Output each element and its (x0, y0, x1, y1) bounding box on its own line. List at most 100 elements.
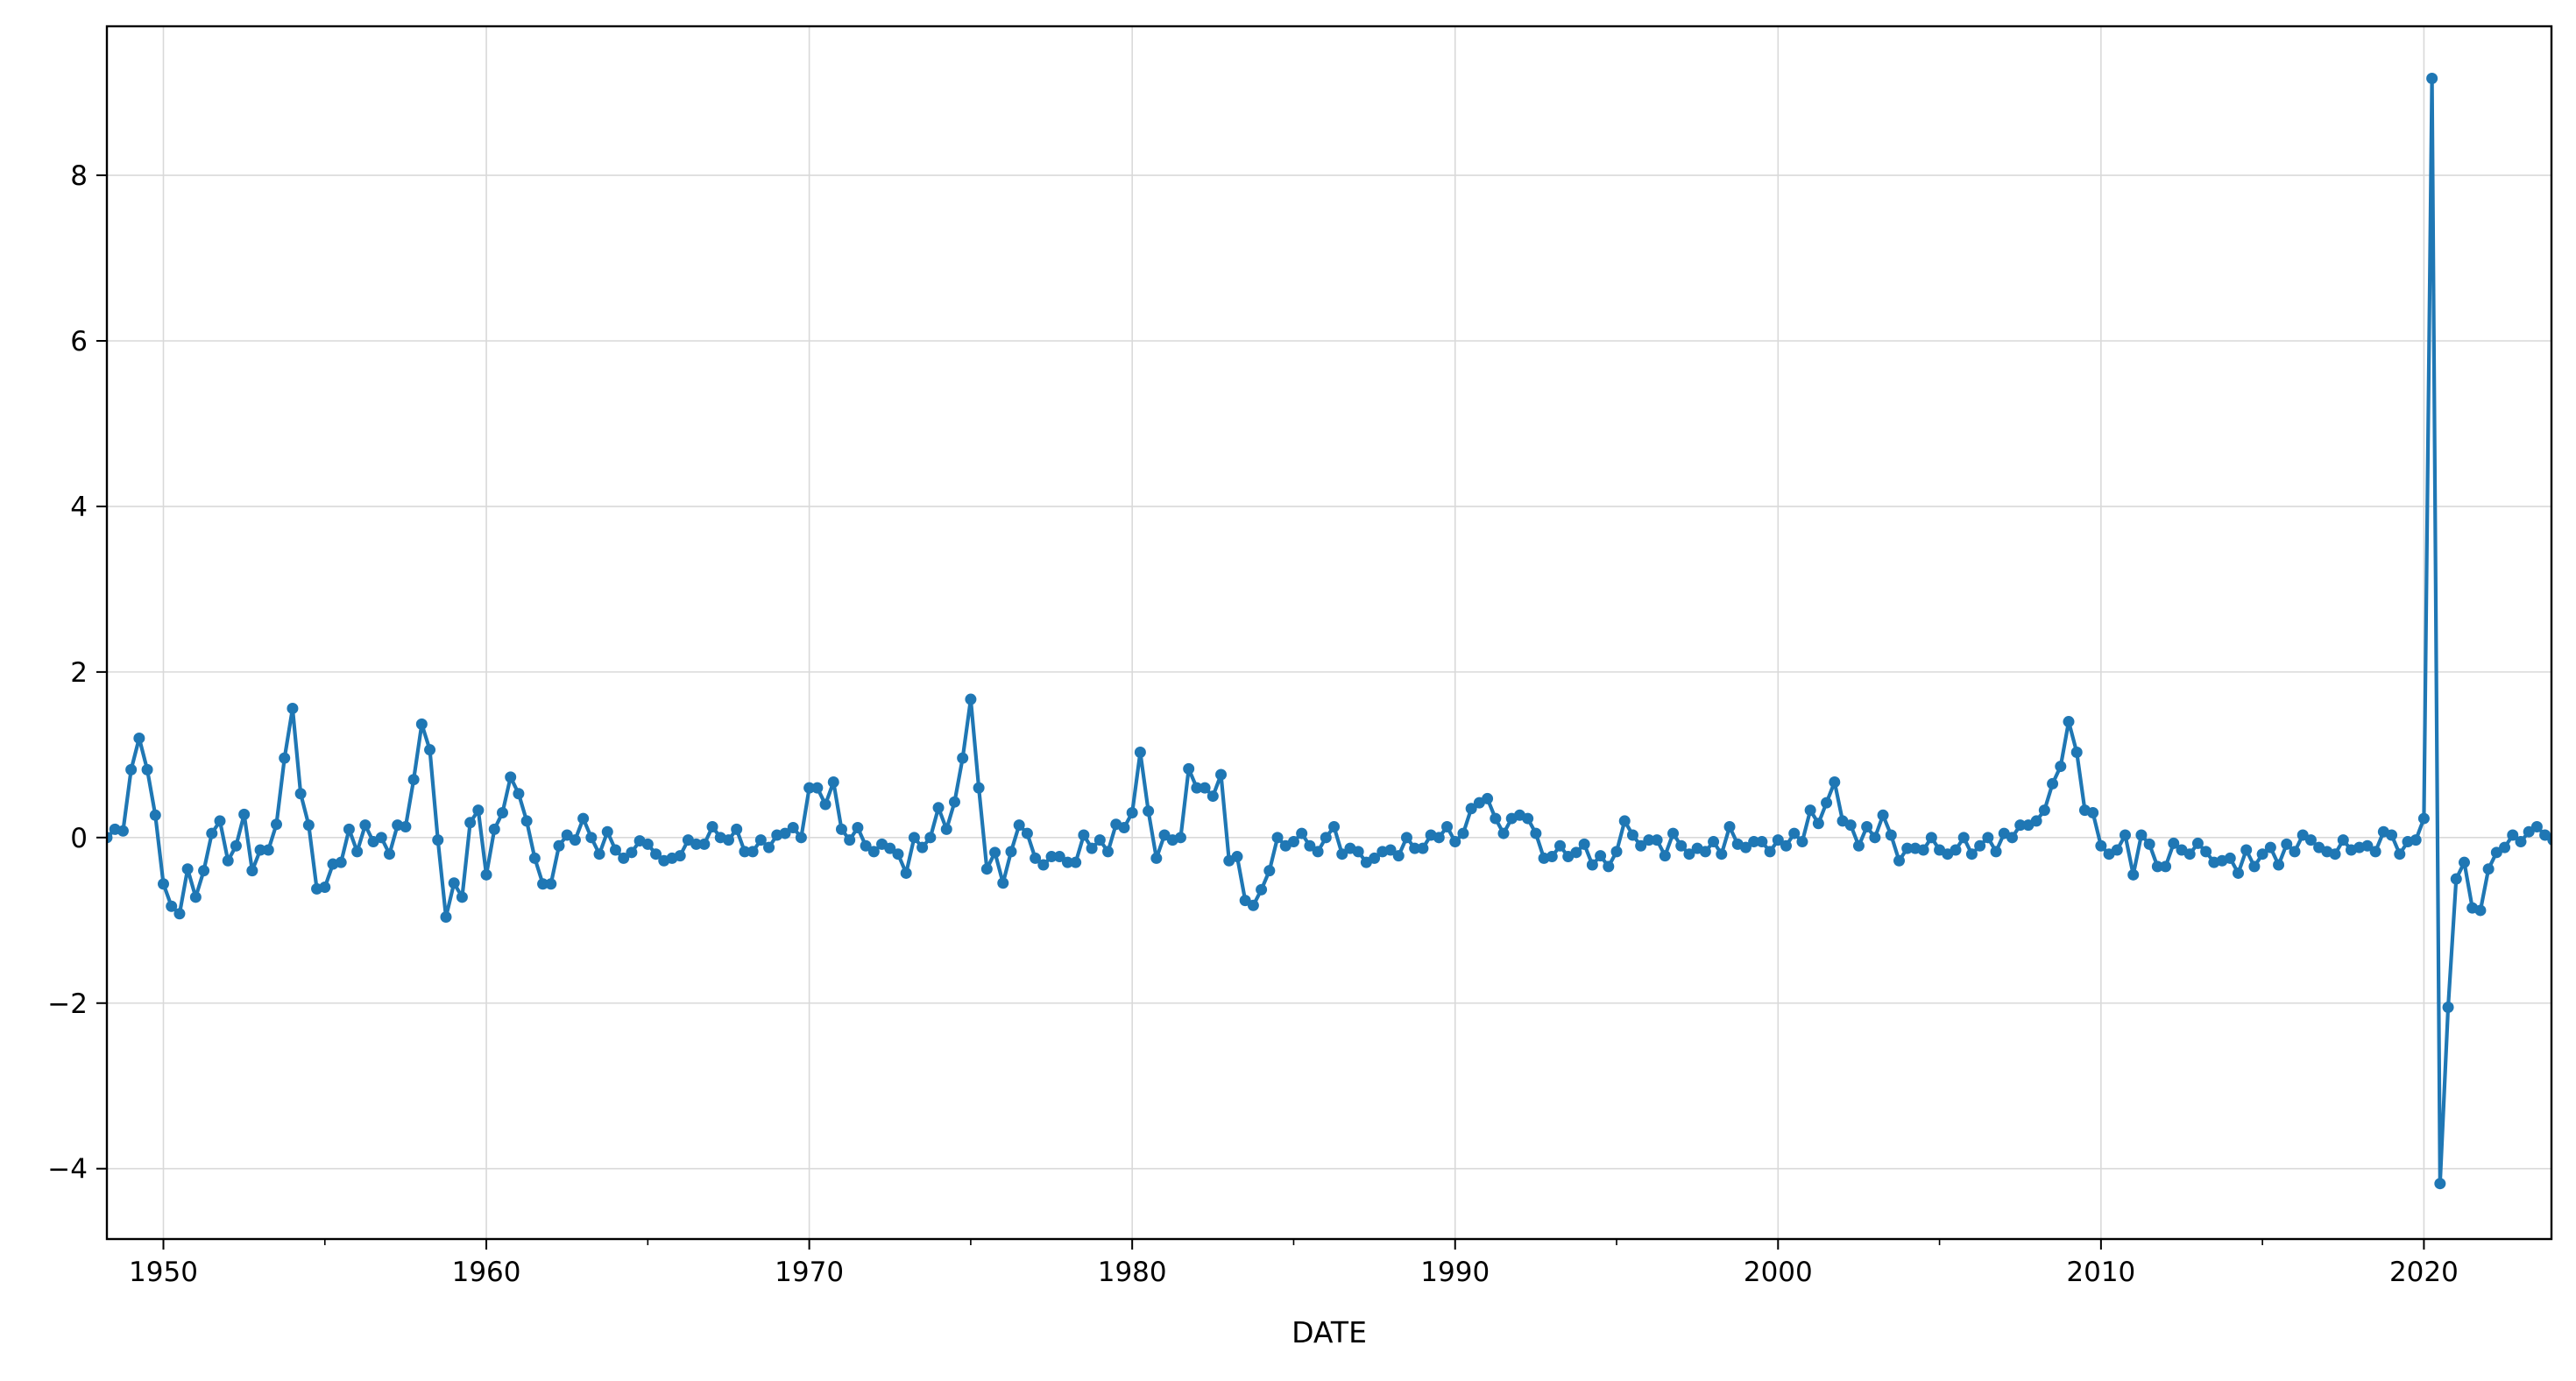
data-point (1829, 776, 1841, 789)
data-point (763, 841, 775, 853)
data-point (1490, 812, 1502, 825)
data-point (997, 877, 1009, 889)
data-point (2183, 848, 2196, 860)
data-point (1821, 797, 1833, 809)
x-tick-label: 1960 (452, 1257, 521, 1288)
data-point (706, 821, 718, 833)
data-point (585, 832, 598, 844)
data-point (2055, 761, 2067, 773)
data-point (1384, 844, 1397, 856)
data-point (779, 827, 791, 839)
data-point (1247, 899, 1259, 911)
data-point (811, 782, 824, 794)
y-tick-label: 4 (70, 492, 88, 523)
data-point (1134, 747, 1146, 759)
data-point (2361, 839, 2374, 852)
data-point (1651, 834, 1663, 846)
data-point (246, 865, 258, 877)
data-point (1183, 762, 1195, 775)
data-point (2047, 777, 2059, 790)
data-point (1296, 827, 1308, 839)
data-point (731, 823, 743, 835)
data-point (650, 848, 662, 860)
data-point (2337, 834, 2349, 846)
data-point (279, 752, 291, 764)
plot-frame (105, 25, 2553, 1241)
data-point (1852, 839, 1865, 852)
data-point (189, 891, 202, 903)
data-point (2482, 863, 2495, 875)
y-tick-label: −2 (47, 988, 88, 1020)
data-point (852, 821, 864, 833)
data-point (206, 827, 218, 839)
data-point (1901, 842, 1914, 854)
data-point (618, 852, 630, 864)
data-point (1215, 768, 1228, 781)
data-point (965, 693, 977, 705)
data-point (1150, 852, 1163, 864)
data-point (2281, 838, 2293, 850)
y-tick-label: 2 (70, 657, 88, 689)
data-point (1917, 844, 1929, 856)
data-point (609, 844, 621, 856)
data-point (1070, 856, 1082, 868)
data-point (1659, 850, 1671, 862)
data-point (747, 846, 759, 858)
data-point (844, 834, 856, 846)
series-line (107, 76, 2551, 1186)
data-point (2256, 848, 2268, 860)
data-point (2369, 846, 2381, 858)
data-point (262, 844, 274, 856)
data-point (1869, 832, 1881, 844)
data-point (2530, 821, 2543, 833)
data-point (1522, 812, 1534, 825)
data-point (2264, 841, 2276, 853)
data-point (1369, 852, 1381, 864)
data-point (1271, 832, 1284, 844)
x-axis-label: DATE (1292, 1315, 1367, 1349)
data-point (1788, 827, 1801, 839)
x-tick-label: 1980 (1098, 1257, 1167, 1288)
data-point (173, 908, 186, 920)
data-point (158, 878, 169, 890)
data-point (2273, 859, 2285, 871)
data-point (488, 823, 500, 835)
data-point (787, 821, 799, 833)
data-point (222, 854, 234, 867)
data-point (198, 865, 210, 877)
data-point (1191, 782, 1203, 794)
data-point (1546, 851, 1558, 863)
data-point (2014, 819, 2027, 832)
data-point (1078, 829, 1090, 841)
x-tick-label: 2000 (1744, 1257, 1813, 1288)
data-point (1635, 839, 1647, 852)
data-point (1675, 839, 1688, 852)
data-point (1312, 846, 1324, 858)
data-point (528, 852, 541, 864)
series-group (107, 73, 2551, 1190)
data-point (545, 878, 557, 890)
data-point (2063, 716, 2075, 728)
data-point (1045, 851, 1058, 863)
data-point (448, 877, 460, 889)
data-point (1118, 821, 1130, 833)
data-point (1013, 819, 1025, 832)
data-point (2474, 904, 2487, 917)
data-point (2006, 832, 2018, 844)
data-point (1497, 827, 1510, 839)
data-point (1126, 806, 1138, 818)
data-point (1578, 838, 1590, 850)
data-point (2458, 856, 2470, 868)
data-point (916, 841, 929, 853)
data-point (254, 844, 266, 856)
data-point (302, 819, 315, 832)
data-point (2289, 846, 2301, 858)
data-point (2087, 806, 2099, 818)
data-point (1699, 846, 1711, 858)
data-point (1764, 846, 1776, 858)
data-point (359, 819, 372, 832)
data-point (464, 817, 477, 829)
data-point (1409, 842, 1421, 854)
data-point (1263, 865, 1276, 877)
